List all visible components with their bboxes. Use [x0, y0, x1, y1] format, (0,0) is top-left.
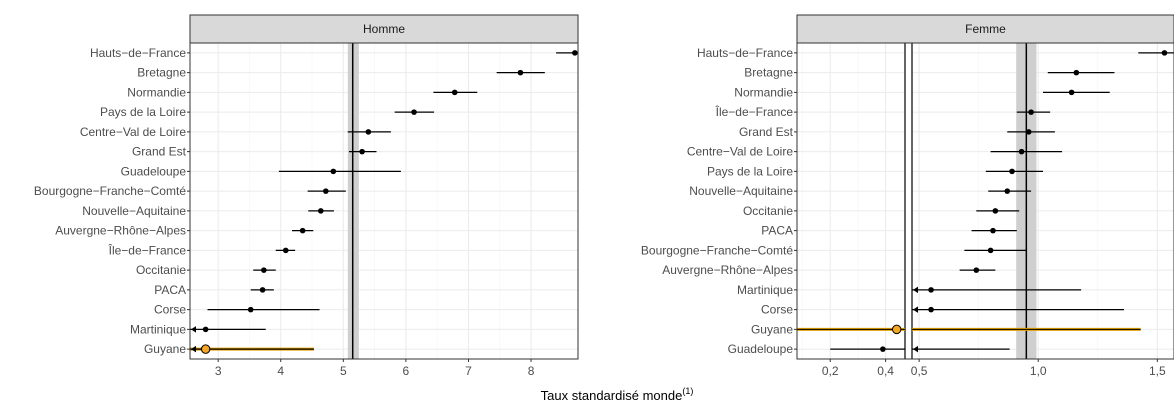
highlight-point — [891, 324, 902, 335]
y-tick-label: Auvergne−Rhône−Alpes — [55, 224, 186, 238]
data-point — [1018, 148, 1025, 155]
data-point — [202, 326, 209, 333]
highlight-point — [200, 344, 211, 354]
data-point — [317, 208, 324, 214]
y-tick-label: Bourgogne−Franche−Comté — [641, 243, 793, 257]
ci-arrow-left — [191, 326, 196, 333]
x-axis-title-superscript: (1) — [682, 386, 693, 396]
data-point — [928, 306, 934, 313]
y-tick-label: Nouvelle−Aquitaine — [82, 204, 186, 218]
y-tick-label: Île−de−France — [715, 104, 794, 119]
y-tick-label: Martinique — [737, 283, 793, 297]
data-point — [1161, 50, 1168, 56]
data-point — [1073, 69, 1080, 76]
y-tick-label: PACA — [154, 283, 186, 297]
axis-break-gap — [905, 43, 912, 359]
x-tick-label: 1,5 — [1149, 364, 1166, 378]
data-point — [330, 168, 337, 175]
x-axis-title-text: Taux standardisé monde — [541, 388, 683, 403]
data-point — [282, 247, 289, 254]
data-point — [928, 287, 934, 293]
data-point — [1025, 129, 1032, 135]
y-tick-label: Guyane — [144, 342, 186, 356]
ci-arrow-left — [191, 345, 196, 353]
y-tick-label: Martinique — [130, 322, 186, 336]
y-tick-label: Hauts−de−France — [90, 46, 186, 60]
y-tick-label: Nouvelle−Aquitaine — [689, 184, 793, 198]
ci-arrow-left — [913, 306, 918, 313]
y-tick-label: Auvergne−Rhône−Alpes — [662, 263, 793, 277]
data-point — [990, 227, 996, 234]
data-point — [411, 109, 417, 115]
data-point — [973, 267, 980, 273]
x-tick-label: 7 — [465, 364, 472, 378]
x-tick-label: 0,2 — [822, 364, 839, 378]
y-tick-label: PACA — [761, 224, 793, 238]
panel-femme: Hauts−de−France Bretagne Normandie Île−de−F… — [641, 14, 1174, 378]
data-point — [261, 267, 267, 273]
data-point — [572, 50, 578, 56]
data-point — [259, 287, 266, 293]
facet-label: Femme — [965, 22, 1006, 36]
x-axis-title: Taux standardisé monde(1) — [541, 386, 694, 403]
y-tick-label: Bretagne — [137, 66, 186, 80]
facet-strip — [189, 14, 579, 44]
data-point — [451, 89, 458, 96]
data-point — [1004, 188, 1011, 194]
facet-strip — [796, 14, 1174, 44]
data-point — [1068, 89, 1075, 96]
ci-arrow-left — [913, 345, 918, 353]
y-tick-label: Bretagne — [744, 66, 793, 80]
y-tick-label: Île−de−France — [108, 242, 187, 257]
y-tick-label: Corse — [154, 303, 186, 317]
x-tick-label: 0,5 — [911, 364, 928, 378]
y-tick-label: Hauts−de−France — [697, 46, 793, 60]
y-tick-label: Pays de la Loire — [100, 105, 186, 119]
y-tick-label: Guyane — [751, 322, 793, 336]
x-tick-label: 8 — [528, 364, 535, 378]
y-tick-label: Normandie — [734, 85, 793, 99]
y-tick-label: Centre−Val de Loire — [687, 145, 794, 159]
data-point — [517, 69, 524, 76]
y-tick-label: Occitanie — [136, 263, 186, 277]
panel-background — [797, 43, 1174, 359]
y-tick-label: Grand Est — [132, 145, 187, 159]
y-tick-label: Corse — [761, 303, 793, 317]
y-tick-label: Grand Est — [739, 125, 794, 139]
y-tick-label: Normandie — [127, 85, 186, 99]
y-tick-label: Guadeloupe — [728, 342, 794, 356]
x-tick-label: 6 — [403, 364, 410, 378]
x-tick-label: 3 — [215, 364, 222, 378]
data-point — [323, 188, 329, 194]
y-tick-label: Centre−Val de Loire — [80, 125, 187, 139]
data-point — [359, 148, 365, 155]
data-point — [1009, 168, 1015, 175]
x-tick-label: 5 — [340, 364, 347, 378]
y-tick-label: Occitanie — [743, 204, 793, 218]
data-point — [365, 129, 372, 135]
data-point — [880, 346, 886, 352]
x-tick-label: 0,4 — [877, 364, 894, 378]
data-point — [299, 227, 306, 234]
panel-background — [190, 43, 578, 359]
data-point — [987, 247, 994, 254]
y-tick-label: Bourgogne−Franche−Comté — [34, 184, 186, 198]
y-tick-label: Pays de la Loire — [707, 164, 793, 178]
panel-homme: Hauts−de−France Bretagne Normandie Pays de … — [34, 14, 579, 378]
data-point — [1028, 109, 1034, 115]
facet-label: Homme — [363, 22, 405, 36]
x-tick-label: 4 — [277, 364, 284, 378]
ci-arrow-left — [913, 286, 918, 294]
data-point — [992, 208, 999, 214]
x-tick-label: 1,0 — [1030, 364, 1047, 378]
y-tick-label: Guadeloupe — [121, 164, 187, 178]
data-point — [247, 306, 254, 313]
